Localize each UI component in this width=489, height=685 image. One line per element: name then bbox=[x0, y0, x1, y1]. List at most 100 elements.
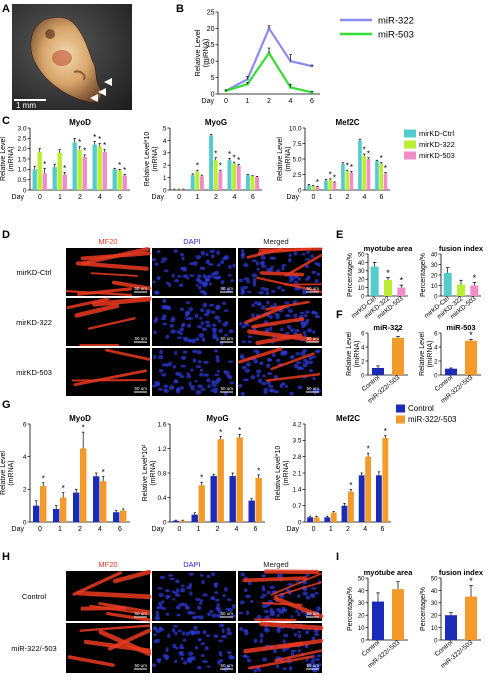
nucleus bbox=[198, 333, 205, 338]
nucleus bbox=[297, 612, 301, 617]
nucleus bbox=[196, 605, 202, 610]
nucleus bbox=[169, 323, 174, 328]
significance-star: * bbox=[233, 154, 236, 163]
nucleus bbox=[217, 263, 221, 267]
nucleus bbox=[302, 330, 307, 335]
chart-g-myod: 0 2 4 6 Relative Level(mRNA) MyoD 0 1 2 4 6 * * * * Day bbox=[0, 414, 130, 533]
nucleus bbox=[179, 646, 185, 650]
bar-mirkd-322 bbox=[457, 284, 465, 296]
y-tick-label: 0 bbox=[23, 187, 27, 194]
legend-g: Control miR-322/-503 bbox=[396, 404, 457, 424]
nucleus bbox=[243, 262, 249, 268]
nucleus bbox=[293, 363, 299, 369]
y-tick-label: 40 bbox=[431, 589, 438, 595]
bar-mirkd-ctrl bbox=[341, 163, 345, 190]
nucleus bbox=[239, 600, 245, 605]
scale-bar-label: 50 um bbox=[220, 336, 233, 341]
bar-mir-322-503 bbox=[392, 589, 404, 640]
nucleus bbox=[155, 613, 160, 617]
nucleus bbox=[259, 633, 264, 638]
scale-bar-label: 50 um bbox=[134, 663, 147, 668]
y-tick-label: 5 bbox=[163, 125, 167, 132]
panel-letter-h: H bbox=[2, 551, 10, 563]
y-tick-label: 30 bbox=[431, 263, 438, 269]
nucleus bbox=[161, 257, 168, 261]
nucleus bbox=[228, 264, 232, 269]
myotube-fiber bbox=[67, 655, 115, 667]
nucleus bbox=[305, 630, 309, 635]
nucleus bbox=[304, 258, 311, 261]
significance-star: * bbox=[103, 141, 106, 150]
nucleus bbox=[279, 383, 283, 389]
nucleus bbox=[151, 258, 157, 262]
bar-mirkd-322 bbox=[379, 163, 384, 190]
myotube-fiber bbox=[270, 572, 322, 596]
nucleus bbox=[177, 336, 182, 339]
y-axis-label: Percentage/% bbox=[420, 253, 427, 297]
nucleus bbox=[174, 631, 178, 636]
micrographs-h: MF20 DAPI Merged Control 50 um 50 um 50 um miR-… bbox=[11, 560, 324, 673]
bar-control bbox=[210, 476, 217, 522]
scale-bar-label: 50 um bbox=[306, 286, 319, 291]
nucleus bbox=[181, 256, 185, 261]
nucleus bbox=[221, 628, 225, 634]
scale-bar-label: 50 um bbox=[134, 611, 147, 616]
bar-mir-322-503 bbox=[80, 448, 87, 522]
bar-mirkd-ctrl bbox=[307, 185, 311, 190]
nucleus bbox=[310, 661, 315, 665]
bar-mir-322-503 bbox=[120, 510, 127, 522]
myotube-fiber bbox=[265, 373, 321, 382]
nucleus bbox=[224, 370, 230, 375]
x-tick-label: 4 bbox=[363, 526, 367, 533]
significance-star: * bbox=[200, 474, 203, 483]
chart-title: Mef2C bbox=[335, 118, 359, 127]
nucleus bbox=[226, 627, 231, 632]
x-axis-label: Day bbox=[287, 194, 300, 201]
bar-mir-322-503 bbox=[217, 439, 224, 522]
bar-mirkd-322 bbox=[57, 152, 62, 190]
y-axis-label-line: (mRNA) bbox=[285, 146, 292, 171]
bar-control bbox=[248, 500, 255, 522]
legend-swatch bbox=[404, 140, 416, 149]
nucleus bbox=[221, 301, 227, 305]
nucleus bbox=[274, 312, 280, 317]
scale-bar-label: 50 um bbox=[306, 663, 319, 668]
nucleus bbox=[226, 598, 232, 602]
nucleus bbox=[207, 612, 211, 617]
nucleus bbox=[197, 274, 202, 278]
micrograph-column-label: Merged bbox=[263, 237, 288, 246]
nucleus bbox=[210, 572, 216, 577]
nucleus bbox=[205, 320, 210, 324]
nucleus bbox=[182, 631, 186, 636]
nucleus bbox=[180, 364, 187, 368]
nucleus bbox=[224, 586, 228, 592]
nucleus bbox=[189, 274, 195, 277]
bar-mirkd-ctrl bbox=[209, 135, 214, 190]
nucleus bbox=[174, 278, 179, 283]
nucleus bbox=[284, 384, 289, 388]
nucleus bbox=[191, 338, 196, 344]
nucleus bbox=[165, 656, 169, 661]
y-tick-label: 20 bbox=[207, 26, 215, 33]
bar-mirkd-322 bbox=[213, 160, 218, 190]
nucleus bbox=[191, 656, 196, 661]
nucleus bbox=[223, 391, 228, 396]
nucleus bbox=[163, 305, 169, 310]
y-tick-label: 2 bbox=[361, 359, 365, 365]
y-tick-label: 2 bbox=[163, 163, 167, 170]
chart-title: fusion index bbox=[439, 244, 484, 253]
panel-letter-g: G bbox=[2, 399, 11, 411]
nucleus bbox=[237, 384, 243, 388]
nucleus bbox=[216, 370, 221, 373]
nucleus bbox=[257, 667, 261, 672]
y-axis-label: Relative Level(mRNA) bbox=[0, 451, 15, 495]
nucleus bbox=[217, 319, 222, 323]
nucleus bbox=[198, 280, 204, 285]
bar-mir-322-503 bbox=[100, 481, 107, 522]
scale-bar-label: 50 um bbox=[134, 286, 147, 291]
nucleus bbox=[160, 260, 165, 263]
nucleus bbox=[282, 639, 286, 644]
y-axis-label-line: Relative Level*10 bbox=[144, 132, 151, 187]
nucleus bbox=[205, 324, 212, 328]
